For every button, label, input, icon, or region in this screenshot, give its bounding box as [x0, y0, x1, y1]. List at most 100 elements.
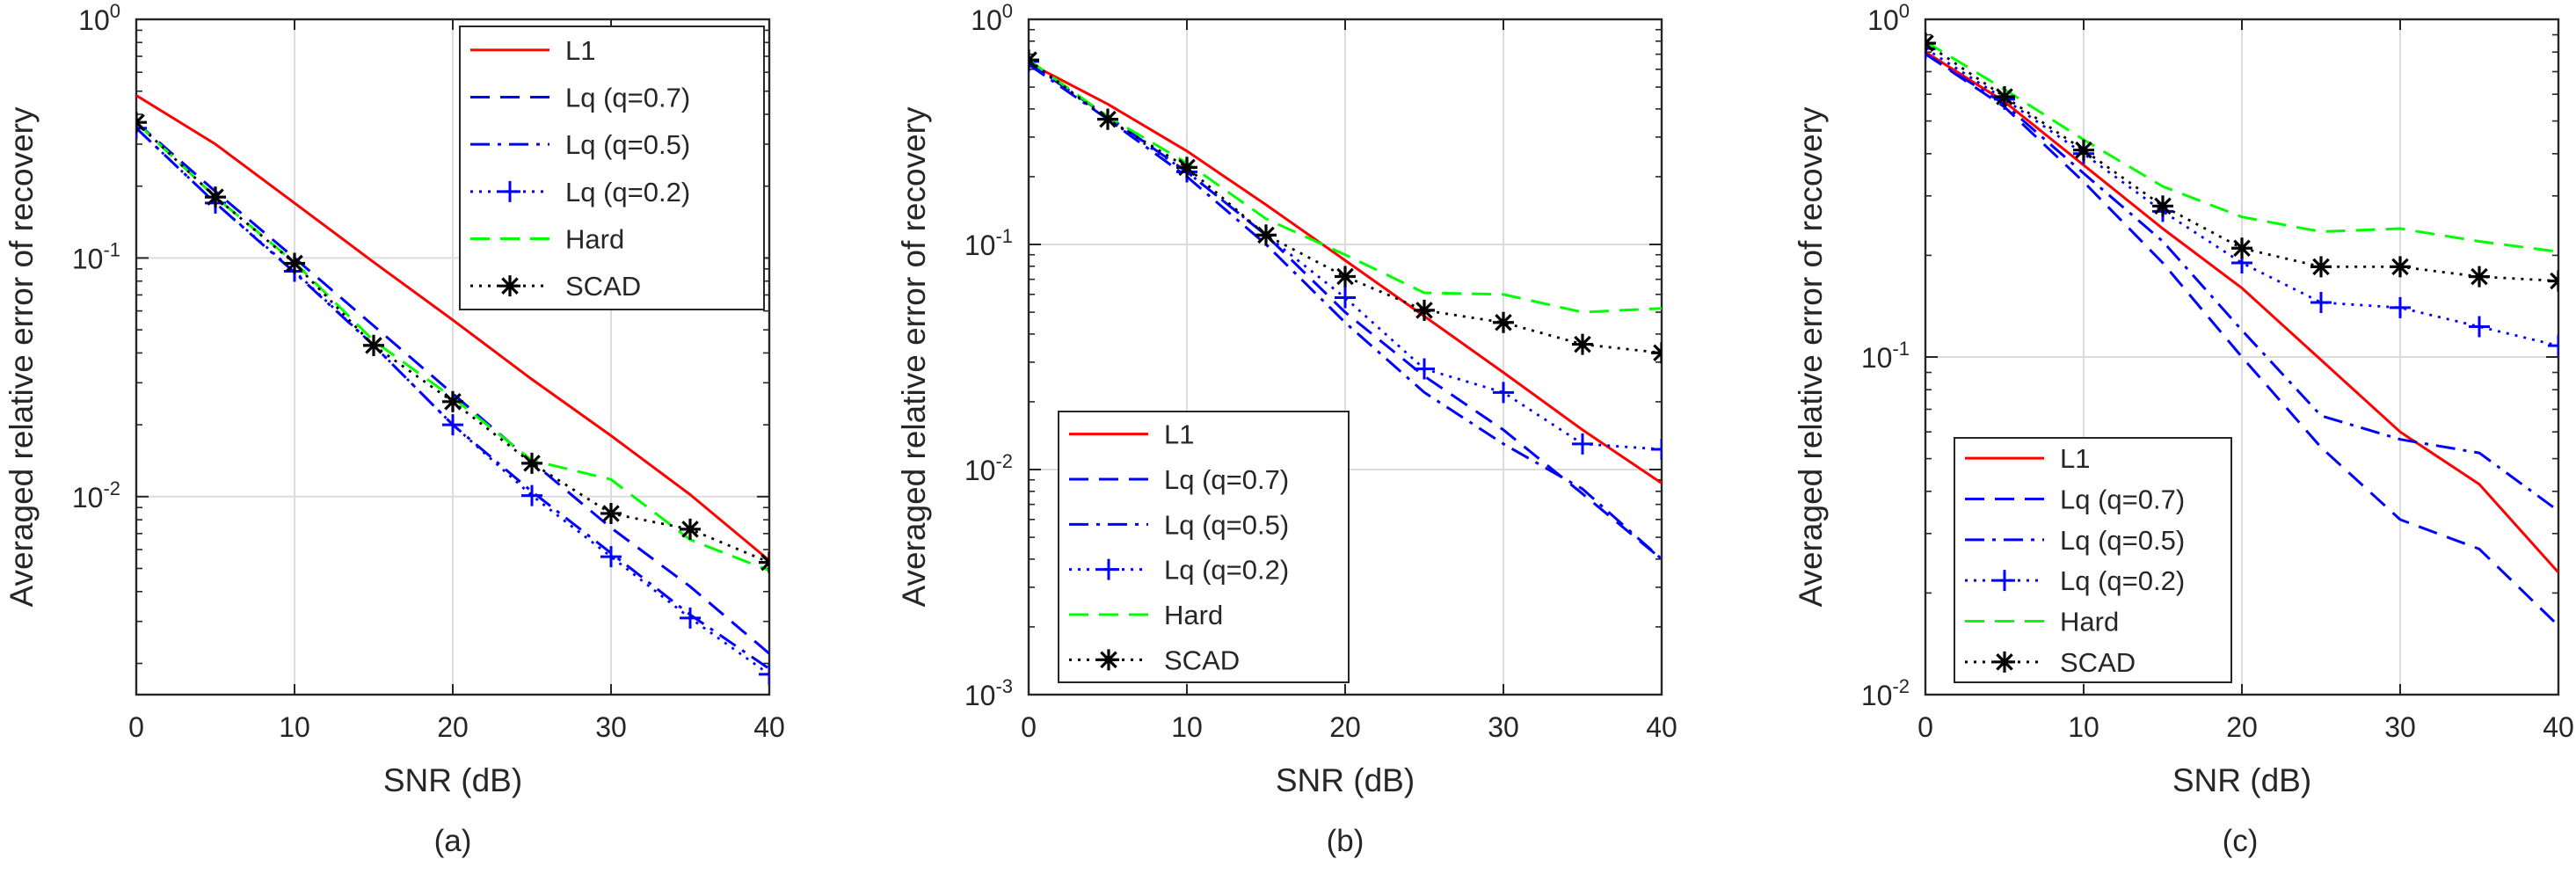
y-tick-label: 100 — [78, 0, 120, 36]
panel-caption: (b) — [1327, 824, 1364, 858]
plot-area — [1925, 33, 2558, 627]
x-tick-label: 20 — [1329, 711, 1361, 743]
data-point-marker — [1029, 50, 1039, 72]
data-point-marker — [2390, 256, 2411, 278]
data-point-marker — [205, 186, 226, 208]
x-tick-label: 40 — [2543, 711, 2574, 743]
data-point-marker — [1335, 287, 1356, 309]
legend-box — [459, 25, 765, 310]
y-tick-label: 10-1 — [964, 225, 1013, 261]
y-tick-label: 10-2 — [72, 477, 120, 513]
x-tick-label: 0 — [128, 711, 144, 743]
panel-caption: (c) — [2223, 824, 2259, 858]
x-tick-label: 0 — [1021, 711, 1037, 743]
y-axis-label: Averaged relative error of recovery — [4, 106, 40, 607]
legend-label: SCAD — [1164, 645, 1240, 675]
data-point-marker — [2548, 335, 2558, 357]
data-point-marker — [1176, 157, 1197, 178]
data-point-marker — [2469, 266, 2490, 288]
data-point-marker — [2310, 256, 2332, 278]
data-point-marker — [284, 252, 305, 274]
y-tick-label: 100 — [1867, 0, 1910, 36]
legend-label: Hard — [2060, 607, 2119, 637]
x-tick-label: 20 — [437, 711, 469, 743]
legend-label: Hard — [565, 224, 624, 255]
y-tick-label: 10-2 — [1861, 675, 1910, 711]
data-point-marker — [1414, 358, 1435, 380]
data-point-marker — [2073, 139, 2094, 161]
data-point-marker — [1572, 433, 1593, 455]
series-line — [1029, 62, 1662, 484]
legend-marker — [1994, 570, 2015, 592]
data-point-marker — [2390, 296, 2411, 318]
legend-label: Lq (q=0.5) — [565, 129, 690, 160]
y-tick-label: 100 — [971, 0, 1013, 36]
series-line — [1925, 41, 2558, 282]
x-tick-label: 10 — [2068, 711, 2099, 743]
data-point-marker — [680, 518, 701, 540]
data-point-marker — [1493, 382, 1514, 404]
series-line — [136, 121, 769, 655]
y-axis-label: Averaged relative error of recovery — [1793, 106, 1829, 607]
data-point-marker — [600, 546, 622, 568]
legend-marker — [1098, 649, 1119, 671]
legend-box — [1058, 411, 1350, 683]
x-tick-label: 10 — [1171, 711, 1203, 743]
data-point-marker — [1994, 85, 2015, 107]
x-tick-label: 40 — [753, 711, 785, 743]
data-point-marker — [1572, 333, 1593, 355]
legend-label: Lq (q=0.2) — [2060, 565, 2185, 596]
x-tick-label: 0 — [1917, 711, 1933, 743]
legend-label: Lq (q=0.7) — [1164, 464, 1289, 495]
plot-area — [1029, 49, 1662, 561]
data-point-marker — [442, 414, 463, 436]
data-point-marker — [521, 484, 542, 506]
x-axis-label: SNR (dB) — [1276, 762, 1415, 798]
data-point-marker — [680, 607, 701, 629]
legend-marker — [1994, 651, 2015, 673]
data-point-marker — [2231, 237, 2252, 259]
data-point-marker — [1097, 108, 1118, 130]
data-point-marker — [1255, 224, 1277, 246]
data-point-marker — [2152, 195, 2173, 217]
data-point-marker — [363, 334, 384, 356]
legend-label: SCAD — [565, 271, 641, 302]
legend-marker — [1098, 558, 1119, 580]
plot-area — [136, 94, 769, 685]
data-point-marker — [1651, 438, 1662, 460]
y-tick-label: 10-1 — [72, 238, 120, 274]
legend-label: Lq (q=0.2) — [1164, 555, 1289, 586]
panel-caption: (a) — [434, 824, 472, 858]
data-point-marker — [1335, 266, 1356, 288]
x-tick-label: 40 — [1646, 711, 1677, 743]
y-tick-label: 10-2 — [964, 450, 1013, 486]
chart-panel-3: 0 10 20 30 40 100 10-1 10-2 SNR (dB) Averaged rel… — [1793, 0, 2574, 858]
series-line — [1029, 63, 1662, 561]
x-tick-label: 30 — [1488, 711, 1519, 743]
legend-marker — [499, 275, 520, 297]
data-point-marker — [759, 663, 769, 685]
data-point-marker — [1414, 299, 1435, 321]
legend-label: Hard — [1164, 600, 1223, 630]
series-line — [1925, 40, 2558, 253]
legend-box — [1954, 437, 2232, 683]
legend: L1 Lq (q=0.7) Lq (q=0.5) Lq (q=0.2) Hard SCAD — [459, 25, 765, 310]
legend-label: L1 — [2060, 443, 2090, 474]
data-point-marker — [1493, 311, 1514, 333]
series-line — [1029, 58, 1662, 314]
x-axis-label: SNR (dB) — [383, 762, 522, 798]
x-tick-label: 10 — [279, 711, 310, 743]
y-axis-label: Averaged relative error of recovery — [896, 106, 932, 607]
series-line — [1925, 53, 2558, 627]
legend-label: Lq (q=0.5) — [1164, 509, 1289, 540]
data-point-marker — [2310, 292, 2332, 314]
data-point-marker — [2469, 316, 2490, 338]
legend: L1 Lq (q=0.7) Lq (q=0.5) Lq (q=0.2) Hard SCAD — [1058, 411, 1350, 683]
series-line — [1925, 53, 2558, 513]
legend-label: Lq (q=0.7) — [565, 83, 690, 113]
y-tick-label: 10-3 — [964, 675, 1013, 711]
data-point-marker — [600, 502, 622, 524]
x-axis-label: SNR (dB) — [2172, 762, 2311, 798]
y-tick-label: 10-1 — [1861, 338, 1910, 374]
